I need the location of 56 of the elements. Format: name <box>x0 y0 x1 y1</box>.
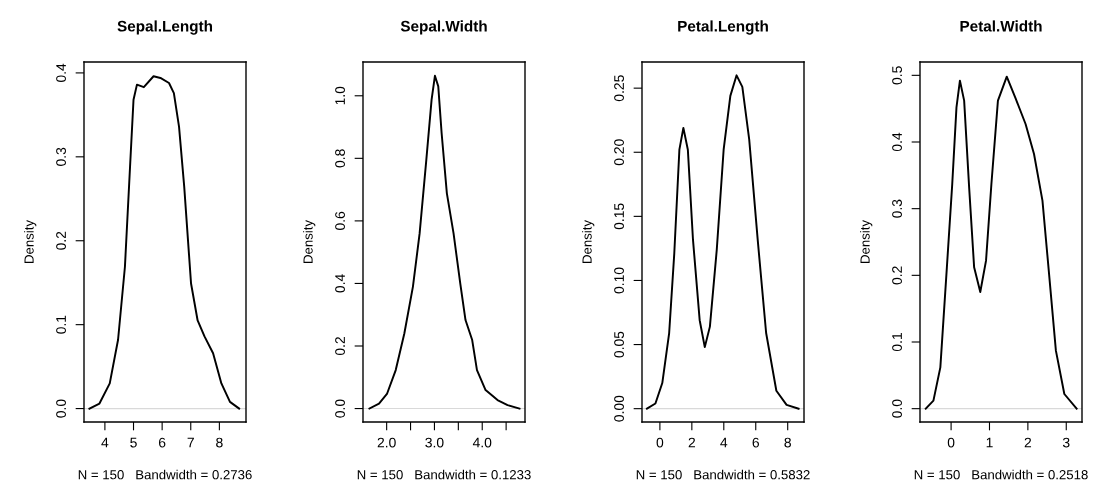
x-tick-label: 4 <box>720 437 728 448</box>
x-tick-label: 5 <box>130 437 137 448</box>
y-tick-label: 0.1 <box>56 315 66 334</box>
y-tick-label: 0.4 <box>892 132 902 152</box>
y-tick-label: 0.10 <box>614 267 624 294</box>
y-tick-label: 0.2 <box>335 337 345 356</box>
x-axis-title: N = 150 Bandwidth = 0.1233 <box>357 469 531 480</box>
y-tick-label: 0.05 <box>614 331 624 358</box>
y-tick-label: 0.8 <box>335 149 345 168</box>
x-tick-label: 6 <box>752 437 759 448</box>
y-tick-label: 0.2 <box>56 231 66 250</box>
x-tick-label: 0 <box>947 437 955 448</box>
x-tick-label: 2 <box>1024 437 1032 448</box>
chart-title: Sepal.Length <box>117 20 213 35</box>
x-tick-label: 8 <box>784 437 791 448</box>
line-series <box>645 74 800 410</box>
x-axis-title: N = 150 Bandwidth = 0.2518 <box>914 469 1088 480</box>
y-tick-label: 0.25 <box>614 75 624 102</box>
y-axis-title: Density <box>24 220 37 263</box>
y-tick-label: 1.0 <box>335 86 345 105</box>
y-tick-label: 0.4 <box>56 63 66 83</box>
y-tick-label: 0.0 <box>892 399 902 418</box>
x-tick-label: 0 <box>656 437 664 448</box>
y-tick-label: 0.3 <box>56 147 66 166</box>
x-tick-label: 3 <box>1062 437 1070 448</box>
y-tick-label: 0.0 <box>56 399 66 418</box>
x-tick-label: 3.0 <box>425 437 444 448</box>
line-series <box>924 75 1078 410</box>
y-tick-label: 0.4 <box>335 274 345 293</box>
chart-title: Petal.Width <box>960 20 1042 32</box>
y-tick-label: 0.0 <box>335 399 345 418</box>
y-tick-label: 0.00 <box>614 395 624 422</box>
x-tick-label: 4 <box>101 437 109 448</box>
y-axis-title: Density <box>860 220 873 263</box>
y-tick-label: 0.6 <box>335 211 345 230</box>
y-tick-label: 0.1 <box>892 333 902 352</box>
x-tick-label: 4.0 <box>472 437 492 448</box>
chart-title: Petal.Length <box>678 20 768 35</box>
y-axis-title: Density <box>582 220 595 263</box>
y-axis-title: Density <box>303 220 316 263</box>
y-tick-label: 0.3 <box>892 199 902 218</box>
chart-title: Sepal.Width <box>400 20 487 35</box>
y-tick-label: 0.15 <box>614 203 624 230</box>
x-tick-label: 7 <box>187 437 194 448</box>
x-tick-label: 1 <box>986 437 993 448</box>
y-tick-label: 0.5 <box>892 66 902 85</box>
y-tick-label: 0.20 <box>614 139 624 166</box>
x-axis-title: N = 150 Bandwidth = 0.2736 <box>78 469 252 480</box>
line-series <box>368 74 521 410</box>
x-tick-label: 2.0 <box>377 437 396 448</box>
line-series <box>88 75 241 410</box>
x-tick-label: 8 <box>216 437 223 448</box>
x-axis-title: N = 150 Bandwidth = 0.5832 <box>636 469 810 480</box>
y-tick-label: 0.2 <box>892 266 902 285</box>
x-tick-label: 6 <box>158 437 166 448</box>
x-tick-label: 2 <box>688 437 696 448</box>
